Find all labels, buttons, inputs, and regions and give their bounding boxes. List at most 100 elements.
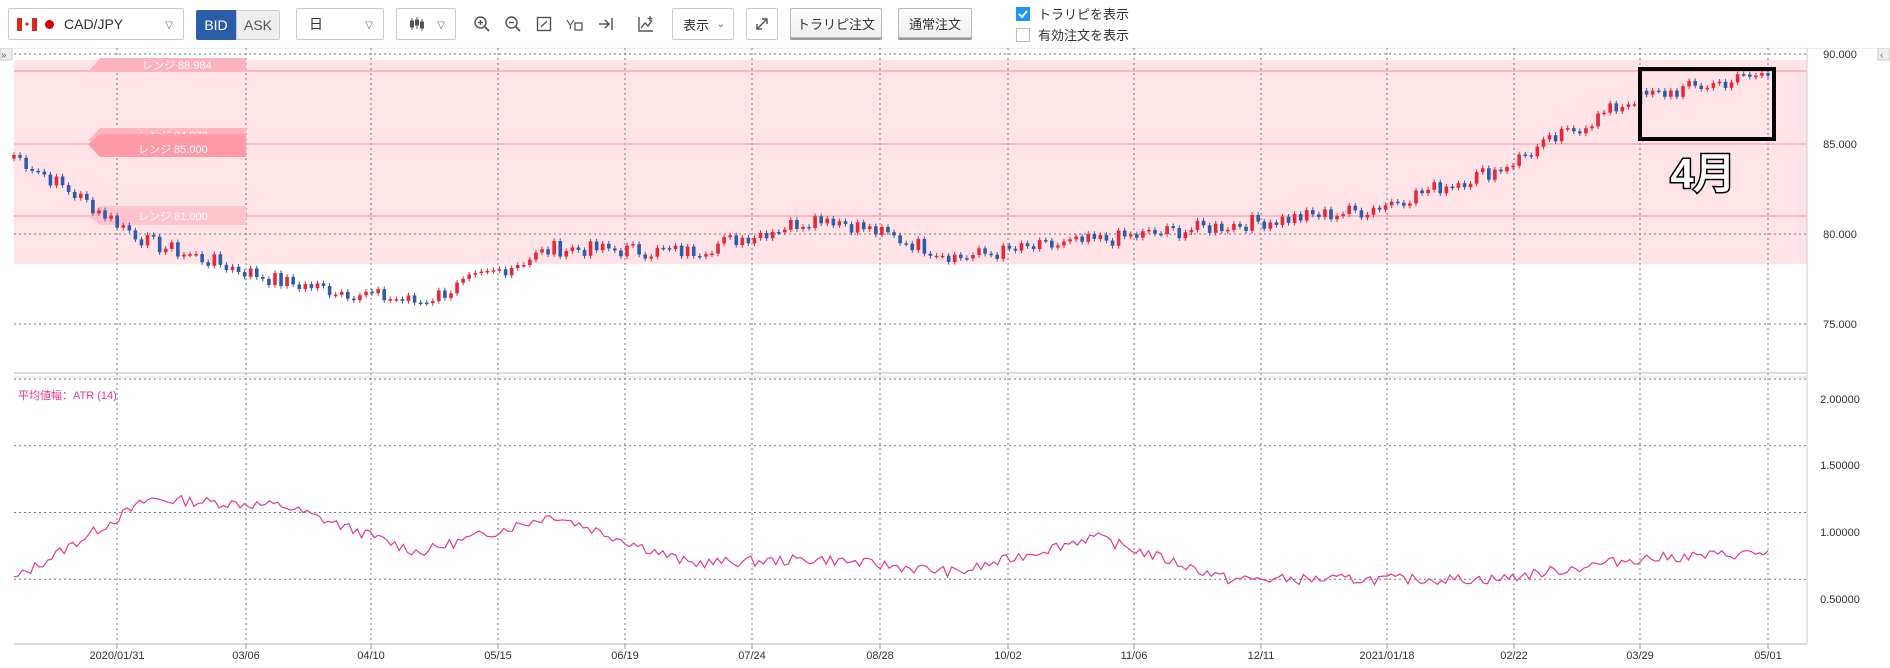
zoom-in-icon[interactable] xyxy=(470,12,494,36)
candle-body xyxy=(400,299,405,301)
range-band-top xyxy=(14,60,1807,72)
candle-body xyxy=(1086,233,1091,242)
candle-body xyxy=(321,283,326,286)
candle-body xyxy=(855,222,860,233)
candle-body xyxy=(1487,168,1491,180)
candle-body xyxy=(1068,239,1072,242)
candle-body xyxy=(995,254,1000,259)
period-select[interactable]: 日 ▽ xyxy=(296,8,384,40)
candle-body xyxy=(764,233,769,239)
candle-body xyxy=(273,273,277,286)
range-tag-88984[interactable]: レンジ 88.984 xyxy=(88,58,246,72)
expand-button[interactable] xyxy=(746,8,778,40)
candle-body xyxy=(1007,245,1012,249)
candle-body xyxy=(1329,209,1333,220)
candle-body xyxy=(1201,220,1206,226)
date-tick: 05/15 xyxy=(484,650,512,662)
bid-button[interactable]: BID xyxy=(196,10,236,40)
checkbox-checked-icon xyxy=(1016,6,1030,21)
symbol-select[interactable]: ✦ CAD/JPY ▽ xyxy=(8,8,184,40)
candle-body xyxy=(1189,229,1194,233)
candle-body xyxy=(388,299,393,301)
ask-button[interactable]: ASK xyxy=(236,10,280,40)
chart-type-select[interactable]: ▽ xyxy=(396,8,456,40)
candle-body xyxy=(789,220,793,230)
candle-body xyxy=(352,298,356,301)
candle-body xyxy=(1104,235,1109,241)
atr-tick: 1.50000 xyxy=(1820,460,1860,472)
candle-body xyxy=(1402,202,1406,206)
candle-body xyxy=(1565,128,1570,130)
candle-body xyxy=(406,295,411,301)
collapse-left-handle[interactable]: » xyxy=(0,47,13,61)
candle-body xyxy=(157,236,162,253)
drawing-tool-icon[interactable]: Y xyxy=(563,12,587,36)
candle-body xyxy=(946,255,951,263)
zoom-out-icon[interactable] xyxy=(501,12,525,36)
candle-body xyxy=(1699,85,1704,89)
candle-body xyxy=(230,266,235,271)
candle-body xyxy=(558,241,563,257)
trailpi-order-button[interactable]: トラリピ注文 xyxy=(790,8,882,38)
date-tick: 2020/01/31 xyxy=(89,650,144,662)
candle-body xyxy=(66,185,71,192)
collapse-right-handle[interactable]: ‹ xyxy=(1877,47,1890,61)
candle-body xyxy=(1359,210,1364,218)
candle-body xyxy=(127,225,132,231)
candle-body xyxy=(1517,154,1521,166)
candle-body xyxy=(1080,236,1084,242)
candle-body xyxy=(248,268,253,277)
candle-body xyxy=(1505,167,1509,172)
price-tick: 90.000 xyxy=(1823,49,1857,61)
candle-body xyxy=(182,254,186,257)
range-tag-81000[interactable]: レンジ 81.000 xyxy=(88,206,246,225)
candle-body xyxy=(1159,233,1163,236)
candle-body xyxy=(910,243,915,251)
candle-body xyxy=(1571,128,1576,132)
candlestick-series xyxy=(12,70,1770,306)
date-tick: 07/24 xyxy=(738,650,766,662)
display-menu[interactable]: 表示 ⌄ xyxy=(672,8,734,40)
candle-body xyxy=(509,268,514,276)
date-tick: 06/19 xyxy=(611,650,639,662)
display-label: 表示 xyxy=(683,17,710,33)
candle-body xyxy=(637,244,641,255)
range-tag-85000[interactable]: レンジ 85.000 xyxy=(88,134,246,157)
candle-body xyxy=(1499,169,1503,172)
candle-body xyxy=(606,243,611,249)
candle-body xyxy=(1043,240,1048,242)
candle-body xyxy=(534,252,538,260)
show-open-orders-checkbox[interactable]: 有効注文を表示 xyxy=(1016,25,1129,44)
atr-tick: 2.00000 xyxy=(1820,394,1860,406)
candle-body xyxy=(485,270,490,273)
svg-text:‹: ‹ xyxy=(1880,50,1883,61)
price-chart[interactable]: » ‹ レンジ 88.984 レンジ 84.870 レンジ 85.000 レンジ… xyxy=(0,47,1890,663)
candle-body xyxy=(364,291,368,296)
candle-body xyxy=(1268,222,1273,229)
candle-body xyxy=(1062,241,1066,246)
candle-body xyxy=(528,259,532,265)
canada-flag-icon: ✦ xyxy=(17,17,37,31)
scroll-to-latest-icon[interactable] xyxy=(594,12,618,36)
indicator-icon[interactable] xyxy=(634,12,658,36)
date-tick: 03/29 xyxy=(1626,650,1654,662)
candle-body xyxy=(867,226,872,230)
candle-body xyxy=(874,226,878,235)
candle-body xyxy=(649,256,654,259)
candle-body xyxy=(24,157,28,169)
candle-body xyxy=(1141,231,1145,238)
fit-screen-icon[interactable] xyxy=(532,12,556,36)
candle-body xyxy=(1553,135,1558,142)
candle-body xyxy=(594,241,599,251)
candle-body xyxy=(1135,234,1139,238)
candle-body xyxy=(1371,207,1376,215)
candle-body xyxy=(72,191,77,198)
candle-body xyxy=(339,291,344,295)
date-tick: 10/02 xyxy=(994,650,1022,662)
candle-body xyxy=(1729,82,1734,88)
chevron-down-icon: ⌄ xyxy=(716,19,725,30)
candle-body xyxy=(291,276,295,285)
show-trailpi-checkbox[interactable]: トラリピを表示 xyxy=(1016,4,1129,23)
normal-order-button[interactable]: 通常注文 xyxy=(898,8,972,38)
candle-body xyxy=(691,246,696,256)
